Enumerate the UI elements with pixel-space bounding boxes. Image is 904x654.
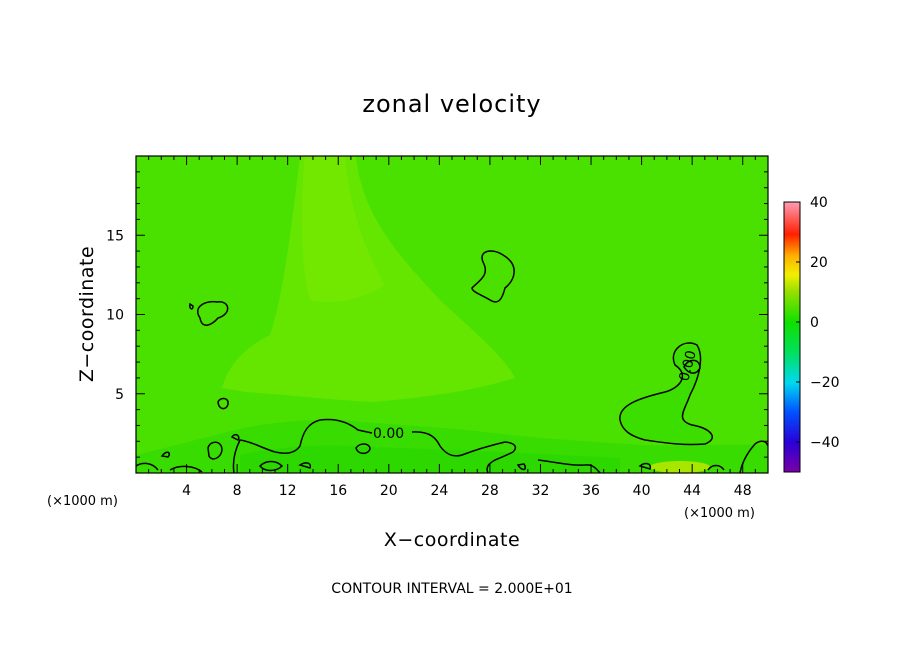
- colorbar-tick-label: −40: [810, 435, 840, 451]
- x-tick-label: 32: [532, 483, 550, 499]
- contour-label: 0.00: [373, 426, 404, 442]
- x-tick-label: 20: [380, 483, 398, 499]
- contour-line: [136, 462, 159, 471]
- contour-line: [619, 342, 713, 446]
- contour-line: [217, 397, 229, 410]
- y-tick-label: 15: [106, 228, 124, 244]
- contour-line: [232, 418, 373, 473]
- contour-line: [411, 431, 517, 473]
- contour-line: [169, 465, 203, 473]
- plot-area: 0.00 0.00: [136, 156, 768, 473]
- contour-line: [230, 433, 240, 441]
- y-axis-label: Z−coordinate: [76, 246, 98, 382]
- x-axis-label: X−coordinate: [384, 529, 520, 551]
- contour-line: [298, 462, 312, 469]
- contour-label: 0.00: [676, 349, 700, 383]
- contour-line: [739, 440, 768, 473]
- x-tick-marks: [148, 156, 756, 473]
- colorbar: 40 20 0 −20 −40: [783, 195, 840, 473]
- x-tick-label: 12: [279, 483, 297, 499]
- yellowish-spot: [650, 461, 710, 473]
- colorbar-tick-label: 0: [810, 315, 819, 331]
- y-tick-labels: 5 10 15: [106, 228, 124, 403]
- contour-zero-lines: [136, 250, 768, 473]
- contour-line: [189, 302, 194, 310]
- contour-line: [707, 464, 725, 471]
- contour-line: [537, 459, 601, 473]
- x-tick-labels: 4 8 12 16 20 24 28 32 36 40 44 48: [182, 483, 752, 499]
- contour-line: [197, 300, 229, 326]
- contour-line: [355, 443, 371, 455]
- chart-title: zonal velocity: [362, 90, 541, 118]
- colorbar-tick-label: 20: [810, 255, 828, 271]
- x-tick-label: 24: [430, 483, 448, 499]
- x-unit-label-right: (×1000 m): [684, 506, 755, 521]
- colorbar-ticks: 40 20 0 −20 −40: [796, 195, 840, 451]
- contour-line: [207, 441, 223, 460]
- contour-line: [683, 359, 701, 374]
- x-unit-label-left: (×1000 m): [47, 494, 118, 509]
- x-tick-label: 28: [481, 483, 499, 499]
- contour-interval-note: CONTOUR INTERVAL = 2.000E+01: [331, 581, 572, 597]
- contour-line: [516, 463, 527, 471]
- y-tick-label: 10: [106, 308, 124, 324]
- x-tick-label: 4: [182, 483, 191, 499]
- x-tick-label: 36: [582, 483, 600, 499]
- contour-line: [471, 250, 515, 303]
- colorbar-tick-label: 40: [810, 195, 828, 211]
- contour-line: [160, 451, 171, 458]
- x-tick-label: 16: [329, 483, 347, 499]
- y-tick-marks: [136, 171, 768, 458]
- colorbar-gradient: [783, 201, 801, 473]
- x-tick-label: 40: [633, 483, 651, 499]
- y-tick-label: 5: [115, 387, 124, 403]
- x-tick-label: 44: [683, 483, 701, 499]
- colorbar-tick-label: −20: [810, 375, 840, 391]
- right-anomaly-fill: [619, 345, 713, 445]
- x-tick-label: 48: [734, 483, 752, 499]
- x-tick-label: 8: [233, 483, 242, 499]
- plume-core: [301, 156, 385, 302]
- contour-line: [258, 460, 284, 472]
